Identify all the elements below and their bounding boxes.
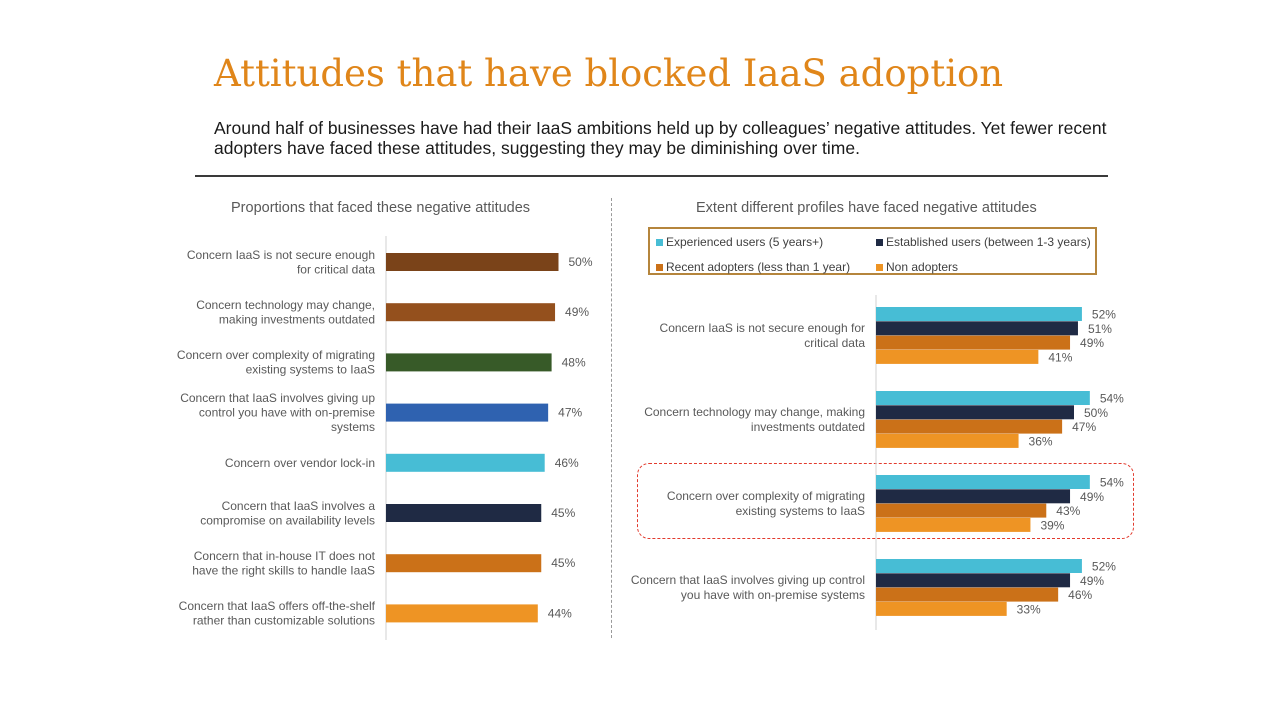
left-chart-value-label: 45% (551, 506, 575, 520)
right-chart-bar (876, 335, 1071, 350)
right-chart-value-label: 47% (1072, 420, 1096, 434)
right-chart-value-label: 51% (1088, 322, 1112, 336)
right-chart-value-label: 54% (1100, 476, 1124, 490)
right-chart-value-label: 49% (1080, 336, 1104, 350)
left-chart-bar (386, 353, 552, 372)
right-chart-value-label: 49% (1080, 490, 1104, 504)
right-chart-value-label: 49% (1080, 574, 1104, 588)
right-chart-value-label: 43% (1056, 504, 1080, 518)
highlight-box (637, 463, 1134, 539)
left-chart-value-label: 50% (569, 255, 593, 269)
left-chart-category-label: Concern over complexity of migrating exis… (177, 348, 375, 377)
right-chart-bar (876, 321, 1078, 336)
right-chart-bar (876, 517, 1031, 532)
right-chart-category-label: Concern technology may change, making inv… (644, 405, 865, 434)
left-chart-category-label: Concern technology may change, making inv… (196, 298, 375, 327)
page-subtitle: Around half of businesses have had their… (214, 118, 1107, 158)
header-divider (195, 175, 1108, 177)
legend-item-established: Established users (between 1-3 years) (876, 235, 1091, 249)
left-chart-value-label: 49% (565, 305, 589, 319)
left-chart-category-label: Concern that IaaS involves a compromise o… (200, 499, 375, 528)
right-chart-value-label: 39% (1040, 518, 1064, 532)
legend-item-experienced: Experienced users (5 years+) (656, 235, 823, 249)
left-chart-value-label: 46% (555, 456, 579, 470)
right-chart-bar (876, 503, 1047, 518)
right-chart-category-label: Concern over complexity of migrating exis… (667, 489, 865, 518)
left-chart-category-label: Concern that IaaS offers off-the-shelf ra… (179, 599, 376, 628)
legend-label: Established users (between 1-3 years) (886, 235, 1091, 249)
right-chart-title: Extent different profiles have faced neg… (696, 200, 1037, 216)
panel-divider (611, 198, 612, 638)
right-chart-bar (876, 349, 1039, 364)
left-chart-bar (386, 253, 559, 271)
left-chart-bar (386, 554, 542, 573)
legend-item-recent: Recent adopters (less than 1 year) (656, 260, 850, 274)
right-chart-bar (876, 475, 1090, 489)
right-chart-category-label: Concern that IaaS involves giving up con… (631, 573, 865, 602)
page-title: Attitudes that have blocked IaaS adoptio… (214, 52, 1004, 95)
right-chart-value-label: 52% (1092, 560, 1116, 574)
right-chart-bar (876, 391, 1090, 405)
left-chart-bar (386, 453, 545, 472)
right-chart-bar (876, 433, 1019, 448)
right-chart-bar (876, 601, 1007, 616)
right-chart-value-label: 41% (1048, 350, 1072, 364)
left-chart-category-label: Concern that IaaS involves giving up cont… (180, 391, 375, 434)
legend-item-non-adopters: Non adopters (876, 260, 958, 274)
right-chart-bar (876, 587, 1059, 602)
left-chart-value-label: 48% (562, 355, 586, 369)
left-chart-value-label: 45% (551, 556, 575, 570)
left-chart-value-label: 47% (558, 406, 582, 420)
legend-label: Non adopters (886, 260, 959, 274)
left-chart-category-label: Concern IaaS is not secure enough for cri… (187, 248, 375, 277)
right-chart-value-label: 50% (1084, 406, 1108, 420)
legend-label: Recent adopters (less than 1 year) (666, 260, 851, 274)
left-chart-title: Proportions that faced these negative at… (231, 200, 531, 216)
right-chart-value-label: 52% (1092, 308, 1116, 322)
right-chart-bar (876, 489, 1071, 504)
left-chart-bar (386, 504, 542, 522)
right-chart-bar (876, 559, 1082, 573)
left-chart-value-label: 44% (548, 606, 572, 620)
right-chart-bar (876, 405, 1074, 420)
legend-swatch (656, 238, 663, 246)
right-chart-value-label: 33% (1017, 602, 1041, 616)
left-chart-bar (386, 403, 549, 422)
legend-label: Experienced users (5 years+) (666, 235, 824, 249)
right-chart-bar (876, 419, 1063, 434)
right-chart-bar (876, 307, 1082, 321)
right-chart-category-label: Concern IaaS is not secure enough for cri… (660, 321, 866, 350)
left-chart-category-label: Concern over vendor lock-in (225, 456, 375, 470)
left-chart-bar (386, 604, 538, 623)
legend-swatch (876, 263, 883, 271)
left-chart-category-label: Concern that in-house IT does not have th… (192, 549, 375, 578)
left-chart-bar (386, 303, 556, 322)
right-chart-value-label: 54% (1100, 392, 1124, 406)
right-chart-bar (876, 573, 1071, 588)
right-chart-value-label: 46% (1068, 588, 1092, 602)
legend-swatch (876, 238, 883, 246)
legend-swatch (656, 263, 663, 271)
right-chart-value-label: 36% (1029, 434, 1053, 448)
chart-legend: Experienced users (5 years+) Established… (648, 227, 1097, 275)
